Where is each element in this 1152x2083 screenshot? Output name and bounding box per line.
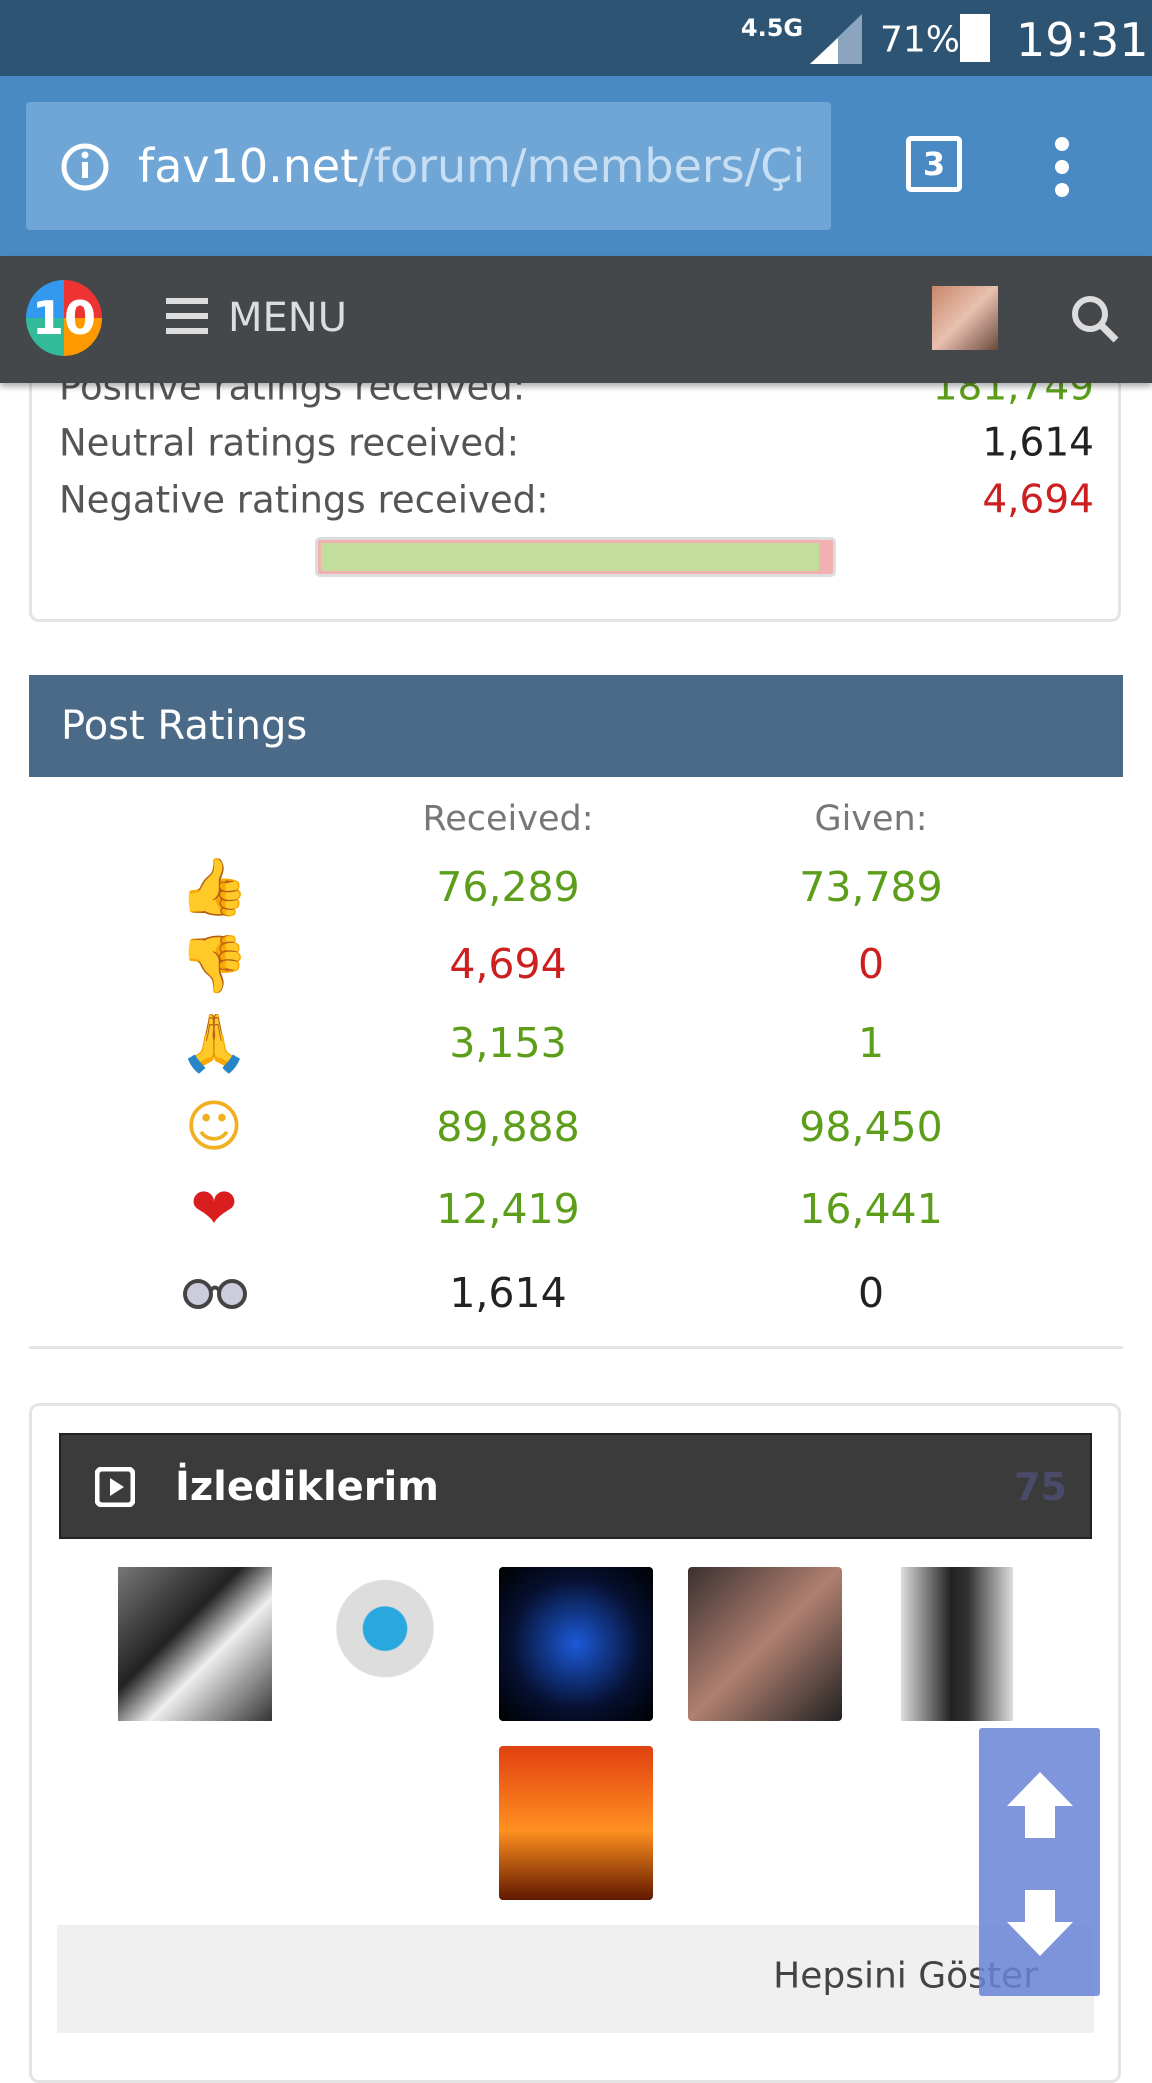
thumbnail[interactable] <box>499 1567 653 1721</box>
info-icon <box>61 143 109 191</box>
hamburger-icon[interactable] <box>166 298 208 334</box>
pray-icon: 🙏 <box>179 1011 249 1076</box>
tab-count[interactable]: 3 <box>906 136 962 192</box>
given-value: 98,450 <box>799 1103 943 1151</box>
thumbnail[interactable] <box>118 1567 272 1721</box>
dislike-icon: 👎 <box>179 932 249 997</box>
url-domain: fav10.net <box>138 139 359 193</box>
scroll-buttons[interactable] <box>979 1728 1100 1996</box>
given-value: 0 <box>857 1269 885 1317</box>
given-value: 1 <box>857 1019 885 1067</box>
received-value: 1,614 <box>449 1269 567 1317</box>
avatar[interactable] <box>932 286 998 350</box>
rating-value: 4,694 <box>982 477 1094 523</box>
nav-bar: 10 MENU <box>0 256 1152 383</box>
status-bar: 4.5G 71% 19:31 <box>0 0 1152 76</box>
heart-icon: ❤ <box>190 1176 238 1242</box>
logo[interactable]: 10 <box>26 280 102 356</box>
search-icon[interactable] <box>1070 294 1120 344</box>
signal-icon <box>810 14 862 64</box>
scroll-down[interactable] <box>1005 1888 1075 1958</box>
show-all-bar[interactable]: Hepsini Göster <box>57 1925 1094 2033</box>
thumbnail[interactable] <box>499 1746 653 1900</box>
glasses-icon <box>183 1279 247 1309</box>
play-icon <box>95 1467 135 1507</box>
received-value: 4,694 <box>449 940 567 988</box>
rating-bar-positive <box>321 543 819 571</box>
divider <box>29 1346 1123 1349</box>
network: 4.5G <box>740 14 804 42</box>
watching-title: İzlediklerim <box>175 1464 439 1510</box>
scroll-up[interactable] <box>1005 1770 1075 1840</box>
received-value: 12,419 <box>436 1185 580 1233</box>
thumbnail[interactable] <box>688 1567 842 1721</box>
smile-icon: ☺ <box>184 1094 244 1160</box>
browser-bar: fav10.net/forum/members/Çi 3 <box>0 76 1152 256</box>
received-value: 76,289 <box>436 863 580 911</box>
column-header: Given: <box>814 799 928 839</box>
battery-icon <box>960 14 990 62</box>
rating-value: 1,614 <box>982 420 1094 466</box>
section-title: Post Ratings <box>61 703 308 749</box>
section-header: Post Ratings <box>29 675 1123 777</box>
battery: 71% <box>880 19 961 61</box>
given-value: 0 <box>857 940 885 988</box>
rating-label: Neutral ratings received: <box>59 421 520 465</box>
menu-label[interactable]: MENU <box>228 295 347 341</box>
url-box[interactable]: fav10.net/forum/members/Çi <box>26 102 831 230</box>
like-icon: 👍 <box>179 855 249 920</box>
given-value: 73,789 <box>799 863 943 911</box>
given-value: 16,441 <box>799 1185 943 1233</box>
thumbnail[interactable] <box>901 1567 1013 1721</box>
url: fav10.net/forum/members/Çi <box>138 139 805 193</box>
received-value: 89,888 <box>436 1103 580 1151</box>
rating-bar <box>315 537 836 577</box>
received-value: 3,153 <box>449 1019 567 1067</box>
watching-count: 75 <box>1014 1465 1067 1509</box>
url-path: /forum/members/Çi <box>358 139 806 193</box>
clock: 19:31 <box>1016 13 1149 67</box>
rating-label: Negative ratings received: <box>59 478 549 522</box>
watching-header[interactable]: İzlediklerim 75 <box>59 1433 1092 1539</box>
ratings-box <box>29 300 1121 622</box>
thumbnail[interactable] <box>308 1567 462 1721</box>
menu-dots[interactable] <box>1050 136 1074 206</box>
column-header: Received: <box>422 799 594 839</box>
